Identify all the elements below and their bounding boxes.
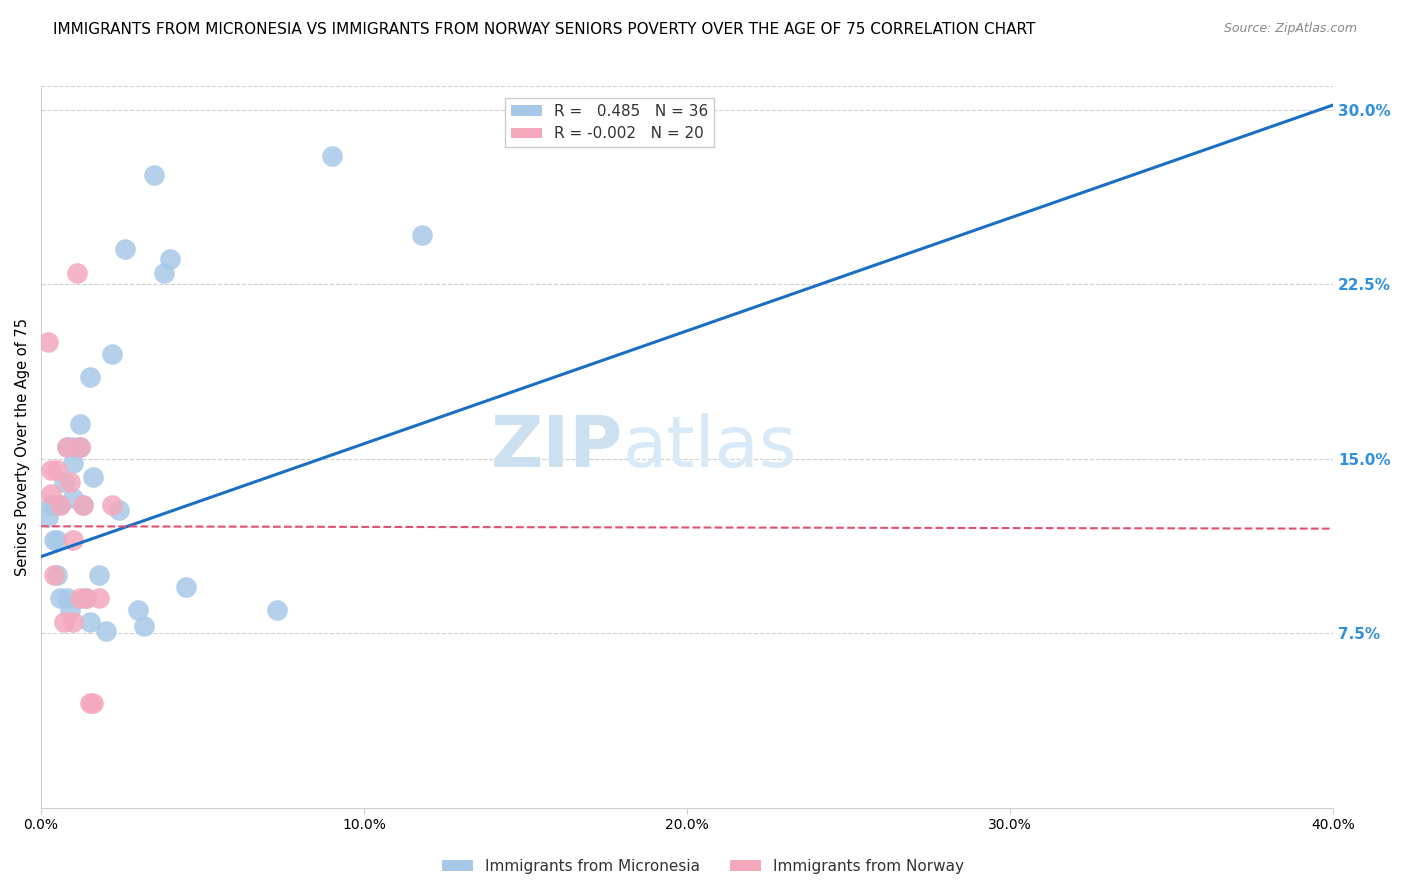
- Point: [94, 624, 117, 638]
- Point: [46, 533, 69, 548]
- Point: [56, 440, 79, 454]
- Point: [75, 591, 97, 606]
- Point: [46, 463, 69, 477]
- Point: [107, 503, 129, 517]
- Point: [66, 266, 89, 280]
- Point: [79, 615, 101, 629]
- Text: IMMIGRANTS FROM MICRONESIA VS IMMIGRANTS FROM NORWAY SENIORS POVERTY OVER THE AG: IMMIGRANTS FROM MICRONESIA VS IMMIGRANTS…: [53, 22, 1036, 37]
- Point: [69, 591, 91, 606]
- Point: [62, 533, 84, 548]
- Point: [39, 487, 62, 501]
- Point: [89, 591, 111, 606]
- Point: [79, 696, 101, 710]
- Point: [42, 568, 65, 582]
- Point: [59, 603, 82, 617]
- Point: [52, 615, 75, 629]
- Point: [49, 591, 72, 606]
- Point: [75, 591, 97, 606]
- Point: [321, 149, 343, 163]
- Point: [37, 510, 59, 524]
- Point: [62, 440, 84, 454]
- Point: [127, 603, 149, 617]
- Point: [62, 491, 84, 506]
- Point: [42, 533, 65, 548]
- Point: [411, 228, 433, 243]
- Point: [49, 499, 72, 513]
- Point: [42, 499, 65, 513]
- Point: [82, 470, 104, 484]
- Point: [82, 696, 104, 710]
- Text: atlas: atlas: [623, 413, 797, 482]
- Point: [52, 475, 75, 489]
- Legend: R =   0.485   N = 36, R = -0.002   N = 20: R = 0.485 N = 36, R = -0.002 N = 20: [505, 97, 714, 147]
- Point: [89, 568, 111, 582]
- Point: [79, 370, 101, 384]
- Point: [69, 440, 91, 454]
- Text: ZIP: ZIP: [491, 413, 623, 482]
- Point: [56, 591, 79, 606]
- Point: [49, 499, 72, 513]
- Point: [56, 440, 79, 454]
- Point: [101, 347, 124, 361]
- Legend: Immigrants from Micronesia, Immigrants from Norway: Immigrants from Micronesia, Immigrants f…: [436, 853, 970, 880]
- Point: [72, 499, 94, 513]
- Point: [69, 417, 91, 431]
- Y-axis label: Seniors Poverty Over the Age of 75: Seniors Poverty Over the Age of 75: [15, 318, 30, 576]
- Point: [143, 168, 166, 182]
- Point: [159, 252, 181, 266]
- Point: [114, 242, 136, 256]
- Point: [72, 499, 94, 513]
- Point: [62, 457, 84, 471]
- Point: [62, 615, 84, 629]
- Point: [46, 568, 69, 582]
- Point: [39, 463, 62, 477]
- Point: [266, 603, 288, 617]
- Point: [69, 440, 91, 454]
- Point: [59, 475, 82, 489]
- Point: [39, 499, 62, 513]
- Point: [101, 499, 124, 513]
- Point: [176, 580, 198, 594]
- Point: [37, 335, 59, 350]
- Text: Source: ZipAtlas.com: Source: ZipAtlas.com: [1223, 22, 1357, 36]
- Point: [134, 619, 156, 633]
- Point: [153, 266, 176, 280]
